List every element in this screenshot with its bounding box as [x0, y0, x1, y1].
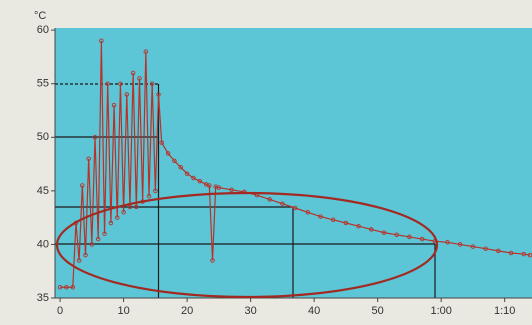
x-tick-label: 1:10 [494, 305, 515, 317]
y-tick-label: 35 [37, 292, 49, 304]
data-point [149, 81, 155, 86]
data-point [207, 183, 212, 188]
data-point [470, 244, 476, 249]
y-tick-label: 55 [37, 78, 49, 90]
data-point [114, 215, 120, 220]
data-point [121, 210, 126, 215]
data-point [57, 285, 63, 290]
data-point [369, 227, 374, 232]
data-point [210, 258, 215, 263]
data-point [127, 204, 133, 210]
x-tick-label: 10 [117, 305, 129, 317]
data-point [216, 185, 222, 190]
data-point [419, 236, 425, 242]
y-tick-label: 50 [37, 131, 49, 143]
data-point [108, 220, 114, 226]
data-point [102, 231, 107, 236]
data-point [184, 171, 190, 176]
data-point [381, 230, 387, 235]
data-point [496, 248, 501, 254]
data-point [89, 242, 95, 247]
data-point [318, 214, 323, 219]
data-point [105, 81, 110, 86]
y-tick-label: 40 [37, 238, 49, 250]
data-point [99, 38, 104, 44]
data-point [407, 234, 412, 240]
data-point [267, 197, 272, 202]
data-point [130, 70, 136, 76]
data-point [86, 156, 91, 161]
data-point [83, 252, 88, 258]
y-tick-label: 45 [37, 185, 49, 197]
x-tick-label: 50 [372, 305, 384, 317]
y-tick-label: 60 [37, 24, 49, 36]
data-point [521, 251, 526, 257]
data-point [483, 246, 488, 251]
data-point [330, 217, 336, 223]
data-point [143, 49, 149, 54]
data-point [70, 285, 76, 290]
y-unit: °C [34, 10, 46, 22]
highlight-ellipse [55, 191, 439, 299]
data-point [394, 232, 399, 238]
data-point [80, 183, 85, 188]
data-point [172, 158, 177, 164]
data-point [343, 220, 349, 226]
data-point [305, 210, 311, 215]
x-tick-label: 0 [57, 305, 63, 317]
data-point [457, 242, 463, 247]
data-point [197, 178, 203, 184]
x-tick-label: 20 [181, 305, 193, 317]
data-point [165, 151, 171, 156]
data-point [191, 175, 196, 181]
x-tick-label: 30 [245, 305, 257, 317]
data-point [356, 223, 361, 229]
data-point [118, 81, 123, 86]
x-tick-label: 40 [308, 305, 320, 317]
data-point [137, 76, 142, 81]
data-point [111, 102, 117, 108]
x-tick-label: 1:00 [430, 305, 451, 317]
data-point [178, 165, 184, 170]
data-point [159, 140, 164, 145]
data-point [134, 204, 139, 210]
data-point [156, 92, 161, 97]
data-point [292, 205, 298, 211]
series-line [60, 40, 531, 288]
data-point [92, 135, 98, 140]
data-point [64, 285, 69, 290]
data-point [445, 240, 450, 245]
data-point [124, 92, 130, 97]
data-point [146, 193, 152, 199]
data-point [508, 250, 514, 256]
data-point [76, 258, 82, 263]
data-point [229, 187, 234, 193]
data-point [153, 188, 158, 194]
data-point [95, 236, 101, 242]
data-point [280, 201, 285, 206]
